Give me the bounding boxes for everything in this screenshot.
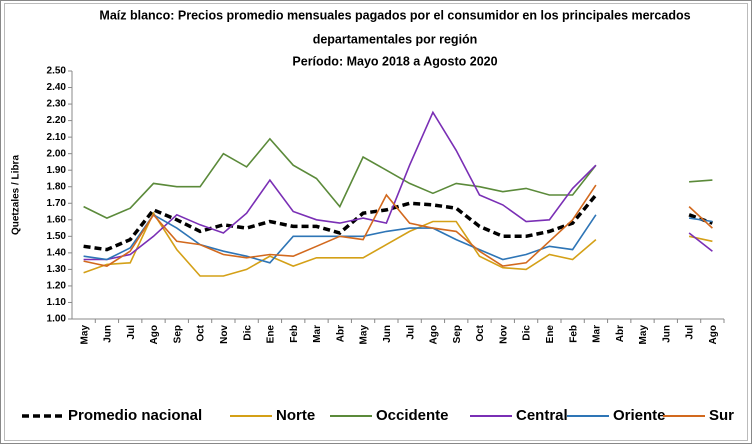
x-tick-label: Ene bbox=[545, 325, 556, 344]
x-tick-label: May bbox=[638, 325, 649, 345]
x-tick-label: Oct bbox=[196, 324, 207, 341]
x-tick-label: Jul bbox=[126, 325, 137, 340]
x-tick-label: Jun bbox=[661, 325, 672, 343]
legend-label: Occidente bbox=[376, 407, 449, 424]
x-tick-label: Mar bbox=[312, 325, 323, 343]
y-tick-label: 1.80 bbox=[47, 181, 67, 192]
x-tick-label: Sep bbox=[452, 325, 463, 343]
legend-label: Oriente bbox=[613, 407, 666, 424]
y-tick-label: 1.10 bbox=[47, 297, 67, 308]
y-tick-label: 1.00 bbox=[47, 314, 67, 325]
legend-label: Sur bbox=[709, 407, 734, 424]
x-tick-label: May bbox=[79, 325, 90, 345]
x-tick-label: Dic bbox=[242, 325, 253, 341]
x-tick-label: Ago bbox=[149, 325, 160, 344]
chart-subtitle: Período: Mayo 2018 a Agosto 2020 bbox=[292, 54, 497, 68]
y-tick-label: 1.90 bbox=[47, 165, 67, 176]
x-tick-label: Dic bbox=[522, 325, 533, 341]
y-tick-label: 2.30 bbox=[47, 99, 67, 110]
y-tick-label: 2.10 bbox=[47, 132, 67, 143]
y-tick-label: 1.60 bbox=[47, 214, 67, 225]
x-tick-label: Feb bbox=[289, 325, 300, 343]
y-tick-label: 1.50 bbox=[47, 231, 67, 242]
y-tick-label: 2.40 bbox=[47, 82, 67, 93]
x-tick-label: Jun bbox=[103, 325, 114, 343]
x-tick-label: Abr bbox=[615, 325, 626, 342]
x-tick-label: May bbox=[359, 325, 370, 345]
x-tick-label: Ago bbox=[708, 325, 719, 344]
x-tick-label: Abr bbox=[335, 325, 346, 342]
series-line bbox=[83, 193, 713, 252]
y-tick-label: 2.50 bbox=[47, 66, 67, 77]
x-tick-label: Nov bbox=[498, 325, 509, 344]
series-line bbox=[83, 211, 713, 277]
y-tick-label: 1.20 bbox=[47, 281, 67, 292]
x-tick-label: Jul bbox=[405, 325, 416, 340]
legend-label: Promedio nacional bbox=[68, 407, 202, 424]
x-tick-label: Feb bbox=[568, 325, 579, 343]
x-tick-label: Sep bbox=[172, 325, 183, 343]
x-tick-label: Jun bbox=[382, 325, 393, 343]
x-tick-label: Ene bbox=[266, 325, 277, 344]
legend-label: Norte bbox=[276, 407, 315, 424]
x-tick-label: Mar bbox=[592, 325, 603, 343]
series-line bbox=[83, 137, 713, 219]
x-tick-label: Nov bbox=[219, 325, 230, 344]
y-tick-label: 1.40 bbox=[47, 248, 67, 259]
x-tick-label: Ago bbox=[429, 325, 440, 344]
chart-title: departamentales por región bbox=[313, 32, 478, 46]
series-line bbox=[83, 110, 713, 261]
y-tick-label: 1.70 bbox=[47, 198, 67, 209]
y-tick-label: 2.20 bbox=[47, 115, 67, 126]
series-line bbox=[83, 184, 713, 267]
chart-title: Maíz blanco: Precios promedio mensuales … bbox=[99, 8, 690, 22]
y-axis-label: Quetzales / Libra bbox=[11, 155, 22, 235]
legend-label: Central bbox=[516, 407, 568, 424]
x-tick-label: Jul bbox=[685, 325, 696, 340]
x-tick-label: Oct bbox=[475, 324, 486, 341]
chart-border bbox=[4, 3, 748, 441]
y-tick-label: 1.30 bbox=[47, 264, 67, 275]
y-tick-label: 2.00 bbox=[47, 148, 67, 159]
